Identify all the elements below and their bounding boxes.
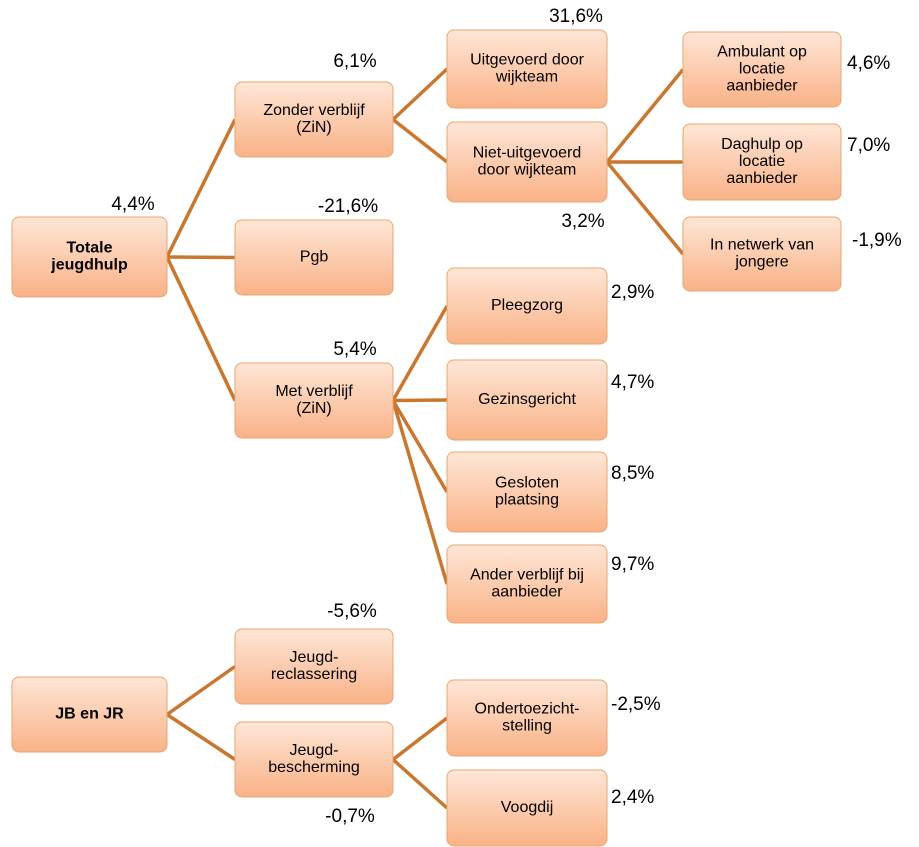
connector [391,67,449,121]
node-label: Totale [67,240,113,257]
node-value: 5,4% [333,339,376,360]
node-label: bescherming [268,759,360,776]
connector [166,255,236,260]
node-box [682,123,842,201]
node-box [234,219,394,296]
node-value: -1,9% [852,230,902,251]
node-value: 2,4% [611,787,654,808]
node-label: Uitgevoerd door [470,52,585,69]
node-label: Met verblijf [275,383,353,400]
node-label: In netwerk van [710,237,814,254]
node-label: (ZiN) [296,119,332,136]
node-label: Jeugd- [290,742,339,759]
node-value: -21,6% [318,196,378,217]
node-label: door wijkteam [478,162,577,179]
node-box [446,267,608,345]
node-label: Pgb [300,249,329,266]
node-value: 31,6% [549,6,603,27]
node-value: 4,7% [611,372,654,393]
node-value: 3,2% [561,211,604,232]
node-label: jongere [734,254,788,271]
node-value: -0,7% [325,806,375,827]
node-box [234,628,394,705]
node-box [446,121,608,203]
node-box [234,721,394,798]
connector [605,68,685,164]
node-value: 4,6% [847,53,890,74]
node-label: locatie [739,61,785,78]
connector [391,118,449,164]
connector [605,160,685,256]
node-label: Jeugd- [290,649,339,666]
node-box [682,31,842,108]
node-label: reclassering [271,666,357,683]
node-label: Daghulp op [721,136,803,153]
node-label: stelling [502,718,552,735]
node-label: Gesloten [495,475,559,492]
node-box [682,216,842,292]
node-label: jeugdhulp [50,257,128,274]
node-value: 9,7% [611,554,654,575]
node-box [446,451,608,533]
node-label: aanbieder [726,78,798,95]
node-label: plaatsing [495,492,559,509]
node-label: Ambulant op [717,44,807,61]
node-label: aanbieder [491,584,563,601]
node-box [446,29,608,109]
edges [165,67,685,810]
node-value: -2,5% [611,694,661,715]
connector [391,400,449,585]
node-label: Gezinsgericht [478,391,576,408]
connector [166,713,236,761]
node-box [11,676,168,753]
connector [165,665,237,716]
node-label: JB en JR [55,706,124,723]
node-label: Zonder verblijf [263,102,365,119]
connector [165,118,237,258]
node-label: Ondertoezicht- [475,701,580,718]
node-label: Voogdij [501,799,554,816]
node-label: Niet-uitgevoerd [473,145,582,162]
node-label: aanbieder [726,170,798,187]
node-value: 7,0% [847,135,890,156]
node-value: 8,5% [611,463,654,484]
node-box [234,362,394,439]
node-value: -5,6% [327,601,377,622]
node-value: 2,9% [611,282,654,303]
node-box [11,216,168,298]
node-box [446,359,608,441]
connector [391,716,449,761]
node-label: Pleegzorg [491,297,563,314]
node-box [446,544,608,624]
node-value: 6,1% [333,51,376,72]
node-box [446,769,608,847]
connector [391,305,449,402]
node-label: (ZiN) [296,400,332,417]
connector [165,256,237,402]
connector [391,399,449,493]
node-label: Ander verblijf bij [470,567,584,584]
node-box [446,679,608,757]
connector [391,758,449,810]
node-label: locatie [739,153,785,170]
node-label: wijkteam [495,69,558,86]
connector [392,398,448,403]
node-value: 4,4% [111,194,154,215]
node-box [234,81,394,158]
